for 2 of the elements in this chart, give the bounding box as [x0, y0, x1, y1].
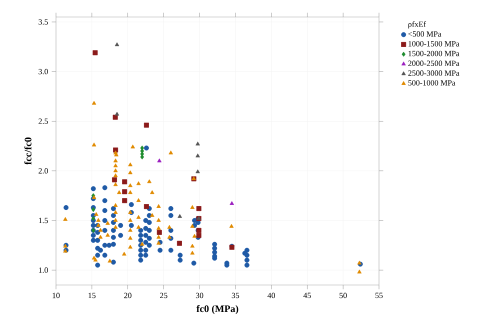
x-axis-title: fc0 (MPa) [196, 304, 238, 314]
y-axis-title: fcc/fc0 [24, 138, 32, 165]
